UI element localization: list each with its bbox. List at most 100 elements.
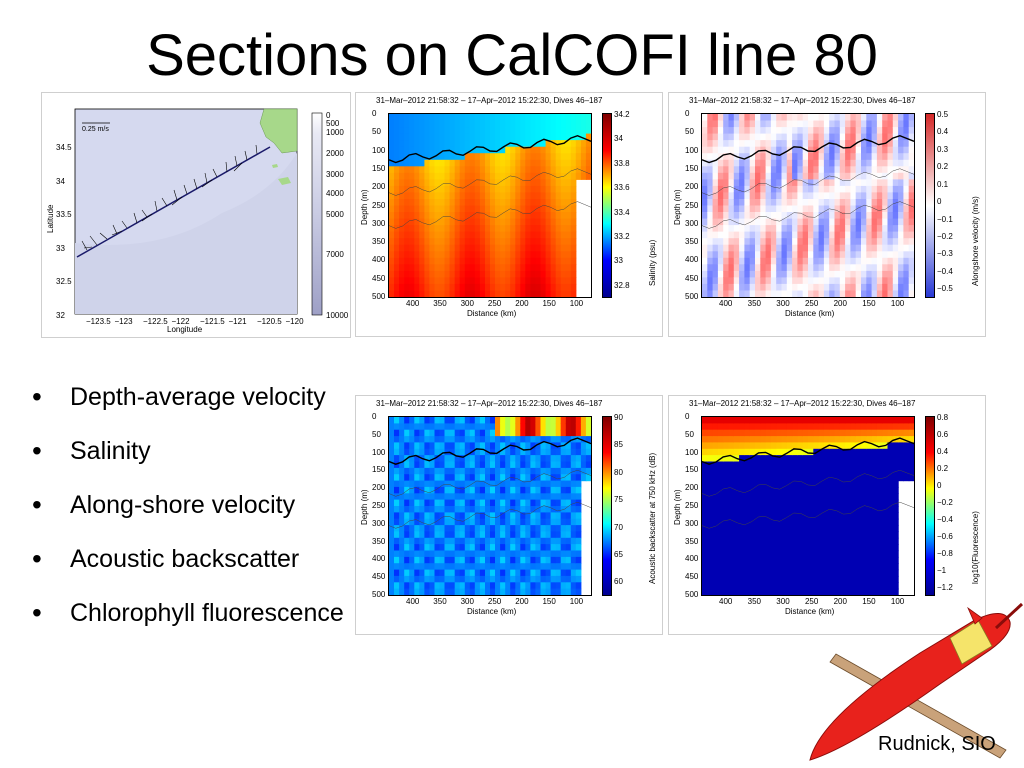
bullet-item: • Depth-average velocity xyxy=(32,380,352,414)
map-panel: 0.25 m/s −123.5 −123 −122.5 −122 −121.5 −121 −… xyxy=(41,92,351,338)
colorbar-tick: 75 xyxy=(614,495,623,505)
map-xlabel: Longitude xyxy=(167,325,203,334)
section-xtick: 300 xyxy=(460,299,474,308)
section-xtick: 150 xyxy=(862,597,876,606)
colorbar-tick: −0.2 xyxy=(937,232,953,241)
section-plot xyxy=(388,113,592,298)
section-ytick: 100 xyxy=(685,447,699,457)
section-xlabel: Distance (km) xyxy=(467,607,517,616)
section-ytick: 500 xyxy=(685,590,699,599)
colorbar-tick: −1.2 xyxy=(937,582,953,592)
colorbar-tick: 33.2 xyxy=(614,232,630,241)
bullet-dot: • xyxy=(32,381,42,412)
fluorescence-panel: 31–Mar–2012 21:58:32 – 17–Apr–2012 15:22… xyxy=(668,395,986,635)
land-mass xyxy=(259,108,298,154)
colorbar-tick: 0 xyxy=(937,480,942,490)
section-xtick: 300 xyxy=(776,299,790,308)
section-xtick: 150 xyxy=(542,597,556,606)
map-xtick: −123 xyxy=(114,317,133,326)
section-xlabel: Distance (km) xyxy=(785,309,835,318)
section-xtick: 100 xyxy=(890,597,905,606)
section-colorbar xyxy=(925,416,935,596)
section-xtick: 400 xyxy=(719,597,733,606)
map-ytick: 34 xyxy=(56,176,65,186)
section-ytick: 450 xyxy=(372,572,386,582)
section-ytick: 50 xyxy=(372,127,381,137)
colorbar-tick: 0.3 xyxy=(937,144,949,154)
section-xlabel: Distance (km) xyxy=(785,607,835,616)
colorbar-tick: 0.8 xyxy=(937,413,949,422)
glider-track xyxy=(76,146,271,258)
isopycnal-contour xyxy=(389,501,591,529)
section-ytick: 300 xyxy=(372,518,386,528)
colorbar-label: Salinity (psu) xyxy=(648,239,657,286)
section-ytick: 100 xyxy=(372,145,386,155)
island xyxy=(278,177,291,185)
colorbar-tick: 33.8 xyxy=(614,158,630,168)
section-ylabel: Depth (m) xyxy=(673,489,682,525)
section-ytick: 200 xyxy=(685,483,699,493)
section-ytick: 200 xyxy=(372,182,386,192)
colorbar-tick: 32.8 xyxy=(614,280,630,290)
section-xtick: 250 xyxy=(487,597,502,606)
depth-colorbar xyxy=(311,112,323,316)
map-xtick: −120.5 xyxy=(257,317,282,326)
section-xtick: 100 xyxy=(569,299,584,308)
colorbar-tick: 33.6 xyxy=(614,183,630,193)
salinity-panel: 31–Mar–2012 21:58:32 – 17–Apr–2012 15:22… xyxy=(355,92,663,337)
section-colorbar xyxy=(925,113,935,298)
section-ytick: 50 xyxy=(685,127,694,137)
section-xtick: 350 xyxy=(747,597,761,606)
section-xlabel: Distance (km) xyxy=(467,309,517,318)
section-ytick: 100 xyxy=(685,145,699,155)
map-ytick: 32 xyxy=(56,310,65,320)
bullet-list: • Depth-average velocity • Salinity • Along… xyxy=(32,380,352,650)
section-ytick: 350 xyxy=(685,536,699,546)
map-depth-tick: 10000 xyxy=(326,311,349,320)
colorbar-tick: 90 xyxy=(614,413,623,422)
section-ytick: 500 xyxy=(372,590,386,599)
bullet-dot: • xyxy=(32,597,42,628)
bullet-text: Depth-average velocity xyxy=(70,383,326,411)
colorbar-tick: 0.2 xyxy=(937,463,949,473)
section-ytick: 500 xyxy=(685,292,699,301)
section-xtick: 200 xyxy=(515,597,529,606)
isopycnal-contour xyxy=(389,168,591,196)
section-field xyxy=(389,114,591,297)
section-xtick: 400 xyxy=(719,299,733,308)
map-depth-tick: 3000 xyxy=(326,170,344,179)
isopycnal-contour xyxy=(702,201,914,229)
section-xtick: 250 xyxy=(487,299,502,308)
colorbar-tick: 65 xyxy=(614,549,623,559)
bullet-item: • Along-shore velocity xyxy=(32,488,352,522)
section-xtick: 400 xyxy=(406,597,420,606)
section-ytick: 150 xyxy=(685,163,699,173)
colorbar-tick: 0.6 xyxy=(937,429,949,439)
section-ytick: 400 xyxy=(685,255,699,265)
slide-title: Sections on CalCOFI line 80 xyxy=(146,23,878,88)
map-ytick: 34.5 xyxy=(56,143,72,152)
isopycnal-contour xyxy=(702,134,914,164)
section-ytick: 50 xyxy=(372,429,381,439)
map-depth-tick: 2000 xyxy=(326,149,344,158)
section-xtick: 350 xyxy=(433,597,447,606)
map-ytick: 32.5 xyxy=(56,277,72,286)
map-xtick: −121.5 xyxy=(200,317,225,326)
section-xtick: 300 xyxy=(460,597,474,606)
map-xtick: −123.5 xyxy=(86,317,111,326)
colorbar-tick: −0.1 xyxy=(937,214,953,224)
colorbar-label: log10(Fluorescence) xyxy=(971,511,980,584)
section-ytick: 400 xyxy=(372,255,386,265)
section-xtick: 100 xyxy=(569,597,584,606)
colorbar-tick: 0.5 xyxy=(937,110,949,119)
bullet-text: Salinity xyxy=(70,437,151,465)
section-ytick: 450 xyxy=(685,273,699,283)
colorbar-tick: 85 xyxy=(614,440,623,450)
section-ytick: 500 xyxy=(372,292,386,301)
section-field xyxy=(702,114,914,297)
section-xtick: 250 xyxy=(804,299,819,308)
section-ytick: 250 xyxy=(372,200,386,210)
section-xtick: 300 xyxy=(776,597,790,606)
map-xtick: −122.5 xyxy=(143,317,168,326)
section-ytick: 150 xyxy=(372,163,386,173)
